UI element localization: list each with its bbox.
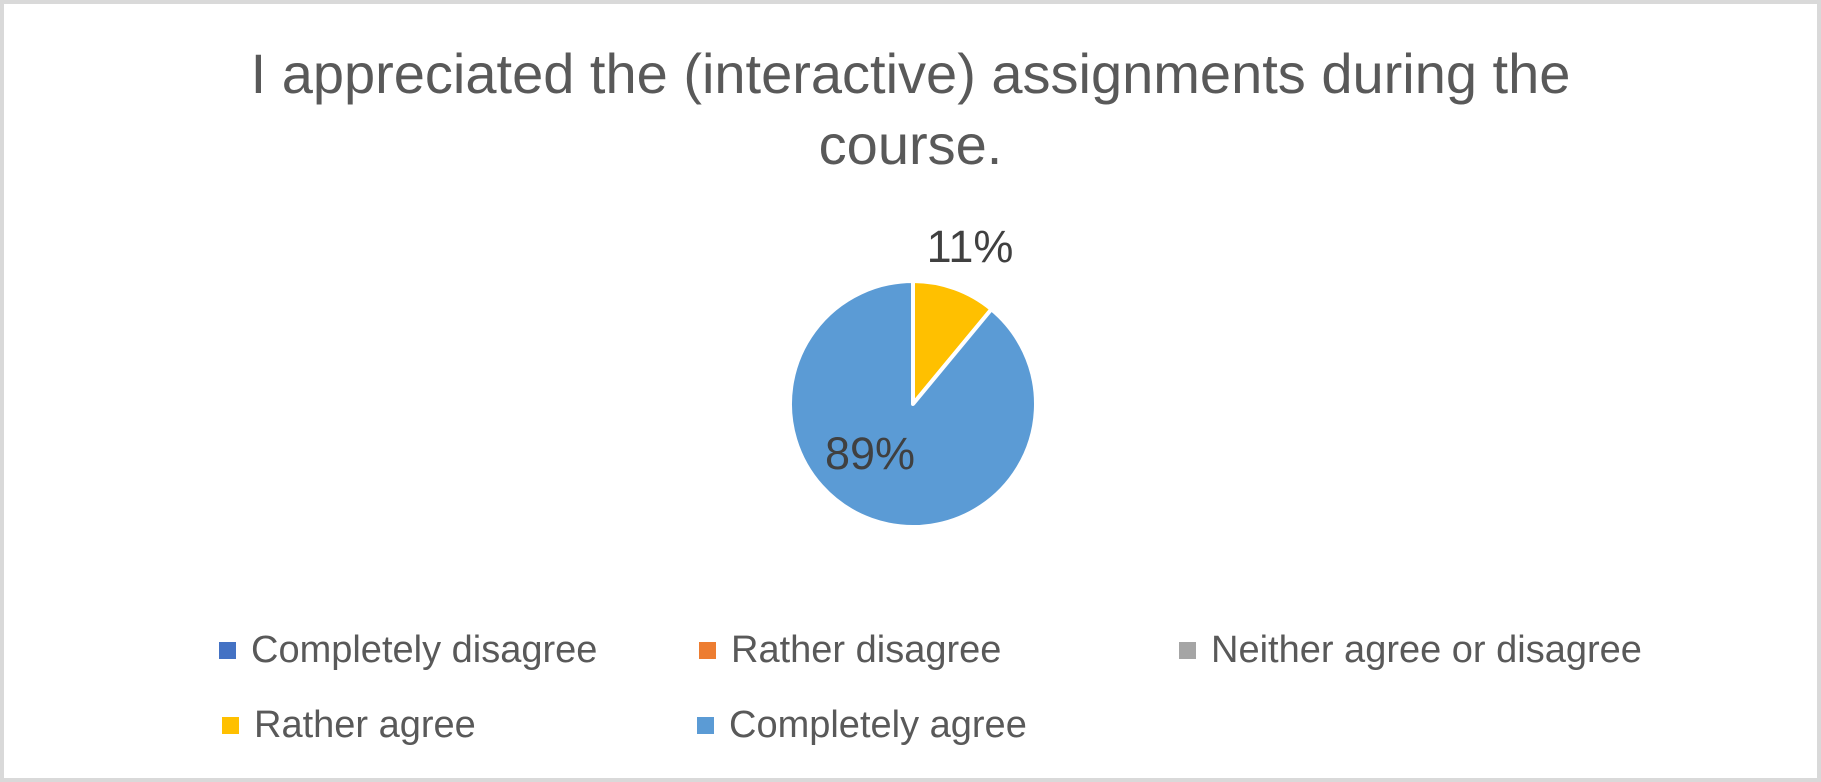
- pie-chart: [787, 279, 1038, 529]
- legend: Completely disagree Rather disagree Neithe…: [4, 4, 1817, 778]
- legend-item-rather-agree: Rather agree: [222, 704, 476, 746]
- data-label-rather-agree: 11%: [926, 221, 1014, 272]
- legend-label: Completely agree: [729, 703, 1027, 746]
- legend-label: Rather disagree: [731, 628, 1002, 671]
- legend-label: Completely disagree: [251, 628, 598, 671]
- legend-swatch-icon: [697, 716, 714, 734]
- legend-item-rather-disagree: Rather disagree: [699, 629, 1001, 671]
- pie-slice-completely-agree: [787, 279, 1038, 529]
- chart-title: I appreciated the (interactive) assignme…: [250, 42, 1571, 176]
- legend-swatch-icon: [222, 716, 239, 734]
- legend-swatch-icon: [1179, 641, 1196, 659]
- legend-swatch-icon: [699, 641, 716, 659]
- data-label-completely-agree: 89%: [824, 428, 916, 479]
- pie-slice-rather-agree: [911, 279, 994, 406]
- legend-swatch-icon: [219, 641, 236, 659]
- legend-item-neither-agree-or-disagree: Neither agree or disagree: [1179, 629, 1642, 671]
- legend-label: Rather agree: [254, 703, 476, 746]
- legend-label: Neither agree or disagree: [1211, 628, 1642, 671]
- legend-item-completely-agree: Completely agree: [697, 704, 1027, 746]
- legend-item-completely-disagree: Completely disagree: [219, 629, 597, 671]
